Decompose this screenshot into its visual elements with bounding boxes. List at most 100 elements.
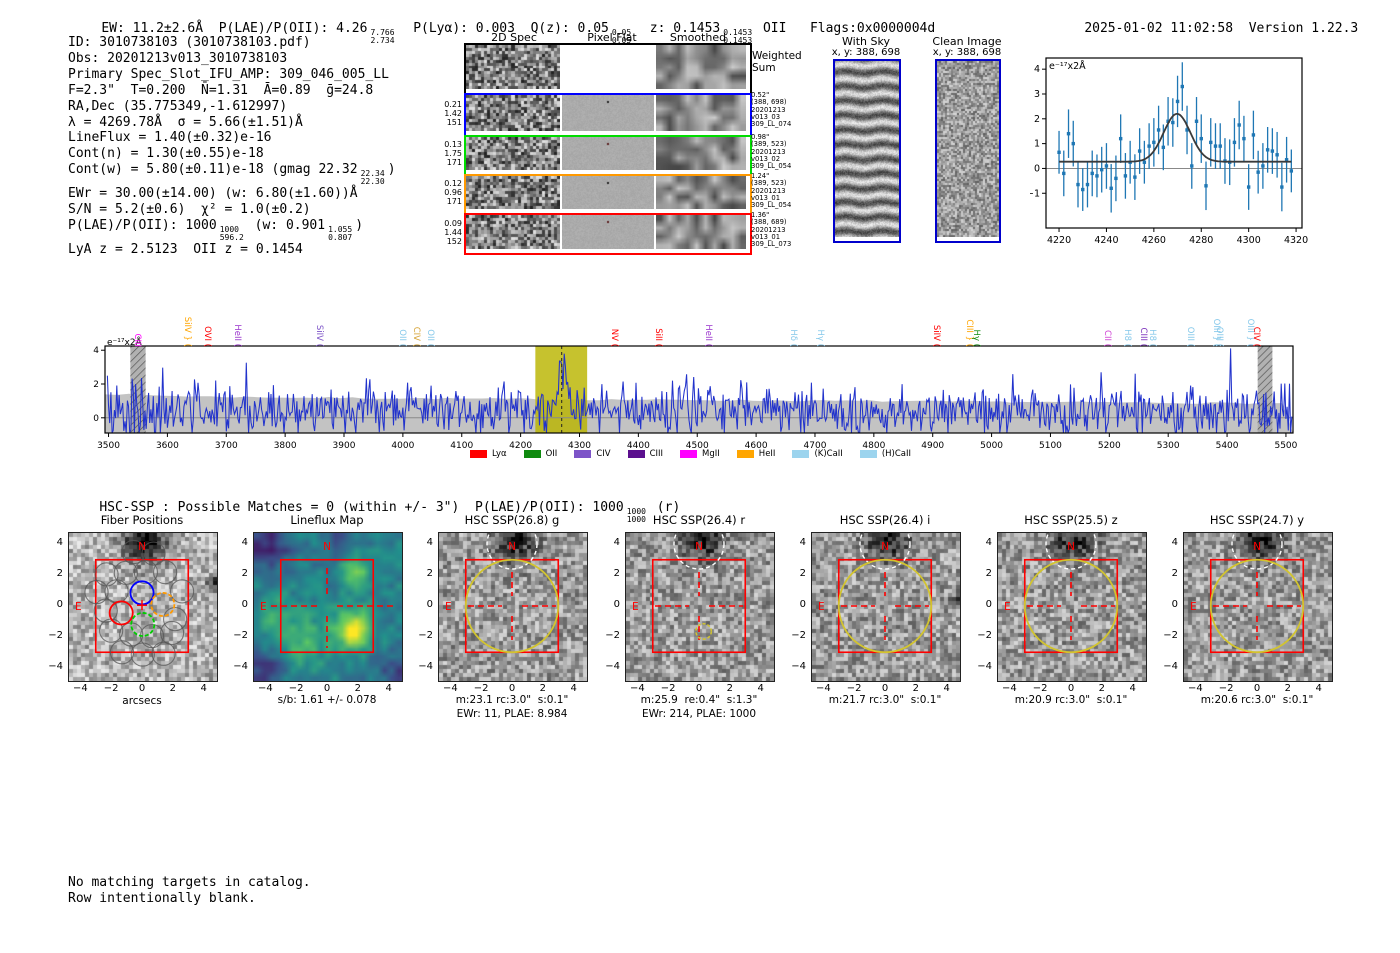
emission-line-label: H8 (: [1122, 329, 1133, 347]
emission-line-label: OVI (: [202, 326, 213, 347]
cutout-row-meta: 1.36" (388, 689) 20201213 v013_01 309_LL_073: [751, 211, 823, 248]
data-point: [1190, 164, 1194, 168]
info-line: F=2.3" T=0.200 N̄=1.31 Ā=0.89 ḡ=24.8: [68, 83, 396, 99]
panel-title: HSC SSP(26.8) g: [464, 513, 560, 527]
legend-label: (K)CaII: [814, 449, 843, 459]
cutout-pixel-flat-image: [562, 176, 654, 209]
panel-x-tick: −2: [1218, 683, 1234, 694]
cutout-2d-spec-image: [466, 215, 560, 249]
x-tick-label: 5200: [1098, 441, 1121, 451]
info-fraction: 1000 596.2: [220, 226, 244, 242]
panel-y-tick: 2: [985, 568, 992, 580]
hsc-cutout-image: [997, 532, 1147, 682]
x-tick-label: 5500: [1274, 441, 1297, 451]
emission-line-label: H8 (: [1147, 329, 1158, 347]
cutout-pixel-flat-image: [562, 95, 654, 131]
info-text: Cont(n) = 1.30(±0.55)e-18: [68, 146, 264, 162]
east-label: E: [260, 601, 267, 613]
data-point: [1090, 171, 1094, 176]
info-line: Obs: 20201213v013_3010738103: [68, 51, 396, 67]
info-line: P(LAE)/P(OII): 1000 1000 596.2 (w: 0.901 1.…: [68, 218, 396, 242]
info-text: ): [355, 218, 364, 234]
lineflux-map-image: [253, 532, 403, 682]
data-point: [1085, 182, 1090, 187]
info-line: S/N = 5.2(±0.6) χ² = 1.0(±0.2): [68, 202, 396, 218]
x-tick-label: 4240: [1094, 235, 1118, 246]
legend-swatch: [627, 450, 645, 458]
info-line: Cont(n) = 1.30(±0.55)e-18: [68, 146, 396, 162]
fiber-circle: [139, 623, 165, 649]
panel-y-tick: 0: [426, 599, 433, 610]
with-sky-image: [835, 61, 899, 237]
panel-x-tick: −4: [815, 683, 831, 694]
emission-line-label: SiIV (: [930, 324, 941, 347]
fraction-lo: 596.2: [219, 233, 244, 243]
fiber-circle: [93, 598, 118, 623]
z-line-id: OII: [762, 21, 787, 36]
panel-y-tick: −4: [791, 660, 806, 672]
cutout-meta-value: 309_LL_074: [751, 120, 792, 129]
cutout-meta-value: 20201213: [751, 225, 786, 234]
north-label: N: [1067, 541, 1075, 553]
emission-line-label: HeII (: [703, 324, 714, 347]
panel-x-tick: 4: [570, 683, 577, 694]
panel-y-tick: 0: [613, 599, 620, 610]
data-point: [1095, 174, 1099, 178]
panel-y-tick: 2: [426, 568, 433, 580]
info-text: Obs: 20201213v013_3010738103: [68, 50, 288, 66]
cutout-weight-value: 171: [446, 197, 462, 206]
z-value: z: 0.1453: [649, 21, 721, 36]
x-tick-label: 4900: [921, 441, 944, 451]
data-point: [1194, 119, 1199, 123]
east-label: E: [1190, 601, 1197, 613]
north-reference-circle: [673, 532, 725, 570]
y-tick-label: 0: [93, 414, 99, 424]
x-tick-label: 4300: [568, 441, 591, 451]
hsc-cutout-image: [811, 532, 961, 682]
data-point: [1137, 149, 1142, 153]
x-tick-label: 3600: [156, 441, 179, 451]
fiber-circle: [99, 618, 124, 643]
info-line: LyA z = 2.5123 OII z = 0.1454: [68, 242, 396, 258]
panel-xlabel: arcsecs: [122, 695, 162, 707]
panel-y-tick: 0: [985, 599, 992, 610]
legend-item: OII: [523, 449, 557, 459]
data-point: [1270, 149, 1275, 153]
north-label: N: [695, 541, 703, 553]
panel-x-tick: 2: [169, 683, 177, 694]
y-tick-label: 1: [1034, 139, 1040, 150]
panel-y-tick: −2: [605, 629, 620, 641]
cutout-row-meta: 0.52" (388, 698) 20201213 v013_03 309_LL_074: [751, 91, 823, 129]
data-point: [1204, 184, 1208, 188]
clean-image-coords: x, y: 388, 698: [932, 47, 1002, 58]
panel-x-tick: 2: [726, 683, 734, 694]
panel-y-tick: 0: [56, 599, 63, 610]
flux-units-annotation: e⁻¹⁷x2Å: [107, 336, 143, 348]
line-fit-plot: 4220 4240 4260 4280 4300 4320 −1 0 1 2 3 4 e⁻¹⁷x2Å: [1030, 57, 1308, 246]
panel-x-tick: 4: [385, 683, 392, 694]
legend-label: HeII: [758, 449, 776, 459]
emission-line-label: SiII (: [653, 328, 664, 347]
data-point: [1175, 99, 1180, 104]
cutout-weight-value: 0.12: [444, 179, 462, 188]
x-tick-label: 4400: [627, 441, 650, 451]
cutout-meta-value: 20201213: [751, 186, 786, 195]
y-tick-label: 0: [1034, 163, 1040, 174]
extraction-box: [279, 558, 375, 654]
fiber-circle: [130, 642, 155, 667]
cutout-smoothed-image: [656, 95, 746, 131]
weighted-sum-label: Weighted Sum: [752, 50, 802, 74]
data-point: [1062, 171, 1066, 176]
data-point: [1066, 131, 1071, 136]
cutout-meta-value: (388, 689): [751, 218, 787, 227]
panel-y-tick: 4: [985, 537, 992, 549]
plae-poii-range: 7.766 2.734: [370, 28, 395, 45]
panel-overlay: NE: [445, 532, 560, 654]
x-tick-label: 4220: [1047, 235, 1071, 246]
east-label: E: [818, 601, 825, 613]
y-tick-label: 2: [93, 380, 99, 390]
data-point: [1109, 186, 1113, 190]
y-tick-label: 4: [1034, 64, 1040, 75]
data-point: [1246, 185, 1251, 189]
info-line: Primary Spec_Slot_IFU_AMP: 309_046_005_L…: [68, 67, 396, 83]
